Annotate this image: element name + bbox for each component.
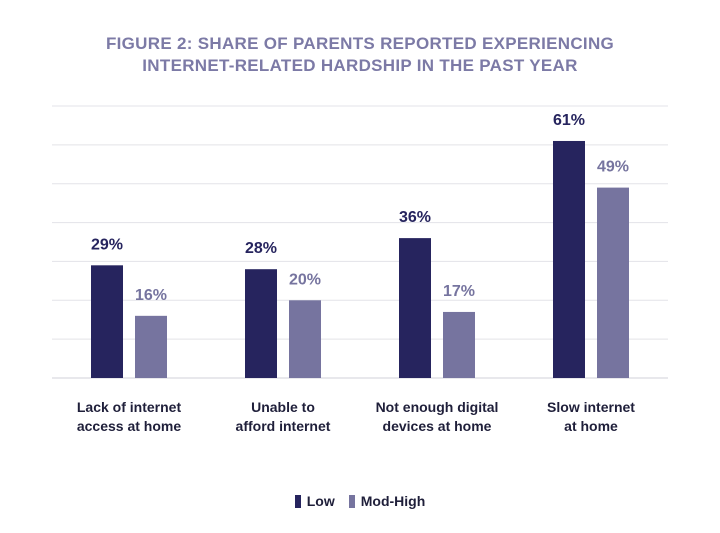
data-label-mod-high: 20% bbox=[289, 271, 321, 288]
bar-mod-high bbox=[597, 187, 629, 378]
category-label: Slow internet bbox=[547, 399, 635, 415]
data-label-low: 29% bbox=[91, 236, 123, 253]
bar-mod-high bbox=[443, 311, 475, 378]
category-label: devices at home bbox=[383, 418, 492, 434]
bar-low bbox=[245, 269, 277, 378]
legend-swatch-mod-high bbox=[348, 494, 355, 508]
data-label-low: 36% bbox=[399, 209, 431, 226]
legend-item-low: Low bbox=[294, 493, 335, 509]
bar-mod-high bbox=[135, 315, 167, 378]
bar-mod-high bbox=[289, 300, 321, 378]
category-label: access at home bbox=[77, 418, 181, 434]
category-label: Unable to bbox=[251, 399, 315, 415]
bar-low bbox=[399, 238, 431, 378]
category-label: Lack of internet bbox=[77, 399, 182, 415]
category-label: at home bbox=[564, 418, 618, 434]
bar-low bbox=[553, 140, 585, 378]
category-label: afford internet bbox=[236, 418, 331, 434]
bar-low bbox=[91, 265, 123, 378]
chart-title-line-1: FIGURE 2: SHARE OF PARENTS REPORTED EXPE… bbox=[105, 34, 615, 53]
data-label-mod-high: 16% bbox=[135, 287, 167, 304]
data-label-mod-high: 17% bbox=[443, 283, 475, 300]
data-label-low: 61% bbox=[553, 112, 585, 129]
data-label-mod-high: 49% bbox=[597, 159, 629, 176]
legend: Low Mod-High bbox=[0, 493, 720, 509]
legend-label-mod-high: Mod-High bbox=[360, 493, 426, 509]
legend-swatch-low bbox=[294, 494, 301, 508]
data-label-low: 28% bbox=[245, 240, 277, 257]
legend-label-low: Low bbox=[306, 493, 335, 509]
legend-item-mod-high: Mod-High bbox=[348, 493, 426, 509]
chart-title-line-2: INTERNET-RELATED HARDSHIP IN THE PAST YE… bbox=[142, 56, 578, 75]
category-label: Not enough digital bbox=[376, 399, 499, 415]
